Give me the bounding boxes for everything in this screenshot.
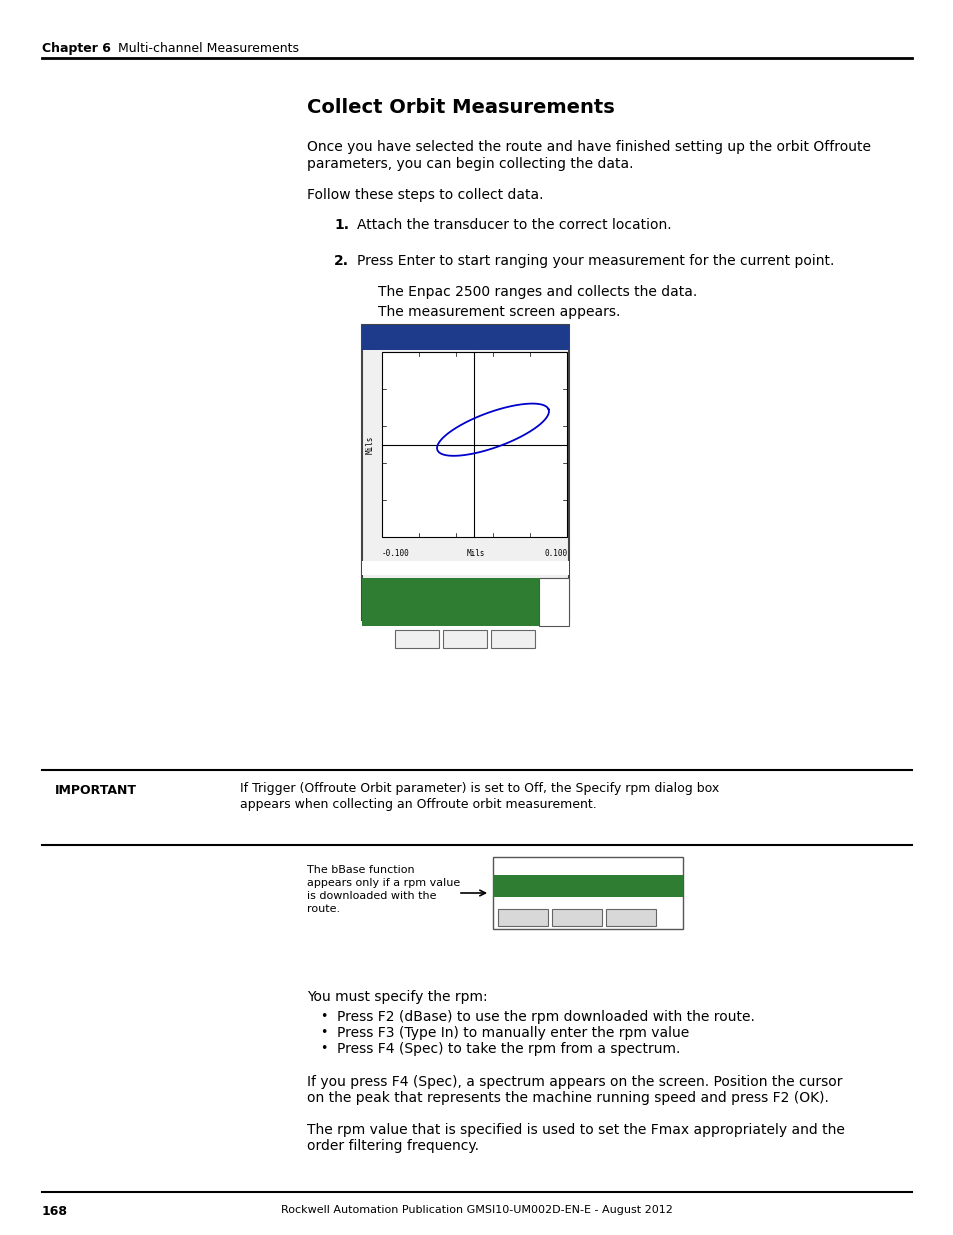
Text: appears only if a rpm value: appears only if a rpm value	[307, 878, 459, 888]
Text: Press F3 (Type In) to manually enter the rpm value: Press F3 (Type In) to manually enter the…	[336, 1026, 688, 1040]
Bar	[493, 876, 682, 897]
Text: If Trigger (Offroute Orbit parameter) is set to Off, the Specify rpm dialog box: If Trigger (Offroute Orbit parameter) is…	[240, 782, 719, 795]
Text: Press Enter to start ranging your measurement for the current point.: Press Enter to start ranging your measur…	[356, 254, 834, 268]
Text: -0.100: -0.100	[384, 525, 412, 534]
Bar	[361, 325, 568, 350]
Text: The measurement screen appears.: The measurement screen appears.	[377, 305, 619, 319]
Bar	[538, 578, 568, 626]
Text: Mils: Mils	[365, 435, 375, 453]
Bar	[361, 578, 538, 626]
Bar	[491, 630, 535, 648]
Text: running speed(RPM): running speed(RPM)	[496, 888, 585, 897]
Text: 168: 168	[42, 1205, 68, 1218]
Text: 0.100: 0.100	[544, 550, 568, 558]
Text: Collecting data: Collecting data	[369, 330, 481, 343]
Text: 1.: 1.	[334, 219, 349, 232]
Text: ORBIT TRACE, ORBIT, 1: ORBIT TRACE, ORBIT, 1	[365, 583, 477, 592]
Text: appears when collecting an Offroute orbit measurement.: appears when collecting an Offroute orbi…	[240, 798, 597, 811]
Text: •: •	[319, 1010, 327, 1023]
Text: Mils: Mils	[466, 550, 484, 558]
Text: is downloaded with the: is downloaded with the	[307, 890, 436, 902]
Text: Esc: Esc	[504, 634, 520, 643]
Text: V: V	[498, 861, 505, 871]
Text: Press F2 (dBase) to use the rpm downloaded with the route.: Press F2 (dBase) to use the rpm download…	[336, 1010, 754, 1024]
Text: Retake: Retake	[399, 634, 434, 643]
Text: 2.: 2.	[334, 254, 349, 268]
Text: 14:17: 14:17	[531, 330, 568, 343]
Text: Once you have selected the route and have finished setting up the orbit Offroute: Once you have selected the route and hav…	[307, 140, 870, 154]
Text: Press F4 (Spec) to take the rpm from a spectrum.: Press F4 (Spec) to take the rpm from a s…	[336, 1042, 679, 1056]
Text: dBase: dBase	[507, 911, 537, 923]
Text: Multi-channel Measurements: Multi-channel Measurements	[118, 42, 298, 56]
Text: •: •	[319, 1026, 327, 1039]
Text: RPM: RPM	[541, 583, 557, 592]
Bar	[442, 630, 486, 648]
Text: You must specify the rpm:: You must specify the rpm:	[307, 990, 487, 1004]
Text: Attach the transducer to the correct location.: Attach the transducer to the correct loc…	[356, 219, 671, 232]
Text: If you press F4 (Spec), a spectrum appears on the screen. Position the cursor: If you press F4 (Spec), a spectrum appea…	[307, 1074, 841, 1089]
Text: parameters, you can begin collecting the data.: parameters, you can begin collecting the…	[307, 157, 633, 170]
Bar	[605, 909, 656, 926]
Text: 0.100: 0.100	[384, 354, 407, 364]
Text: The Enpac 2500 ranges and collects the data.: The Enpac 2500 ranges and collects the d…	[377, 285, 697, 299]
Text: 3600: 3600	[541, 595, 561, 604]
Bar	[361, 325, 568, 620]
Text: Rockwell Automation Publication GMSI10-UM002D-EN-E - August 2012: Rockwell Automation Publication GMSI10-U…	[281, 1205, 672, 1215]
Text: 0.237 V: 0.237 V	[470, 563, 514, 573]
Text: order filtering frequency.: order filtering frequency.	[307, 1139, 478, 1153]
Bar	[361, 561, 568, 576]
Text: The rpm value that is specified is used to set the Fmax appropriately and the: The rpm value that is specified is used …	[307, 1123, 844, 1137]
Text: Choose a method to specify current: Choose a method to specify current	[496, 878, 665, 887]
Text: Spec: Spec	[618, 911, 642, 923]
Text: Notes: Notes	[451, 634, 478, 643]
Text: IMPORTANT: IMPORTANT	[55, 784, 137, 797]
Bar	[552, 909, 601, 926]
Text: Follow these steps to collect data.: Follow these steps to collect data.	[307, 188, 543, 203]
Text: Collect Orbit Measurements: Collect Orbit Measurements	[307, 98, 614, 117]
Text: The bBase function: The bBase function	[307, 864, 415, 876]
Text: •: •	[319, 1042, 327, 1055]
Text: on the peak that represents the machine running speed and press F2 (OK).: on the peak that represents the machine …	[307, 1091, 828, 1105]
Text: route.: route.	[307, 904, 340, 914]
Text: -0.100: -0.100	[381, 550, 410, 558]
Text: Type In: Type In	[559, 911, 594, 923]
Text: V: V	[607, 861, 614, 871]
Bar	[381, 352, 566, 537]
Bar	[395, 630, 438, 648]
Text: -0.015 V: -0.015 V	[365, 563, 415, 573]
Text: Chapter 6: Chapter 6	[42, 42, 111, 56]
Bar	[497, 909, 547, 926]
Text: Done: Done	[365, 595, 386, 604]
Bar	[493, 857, 682, 929]
